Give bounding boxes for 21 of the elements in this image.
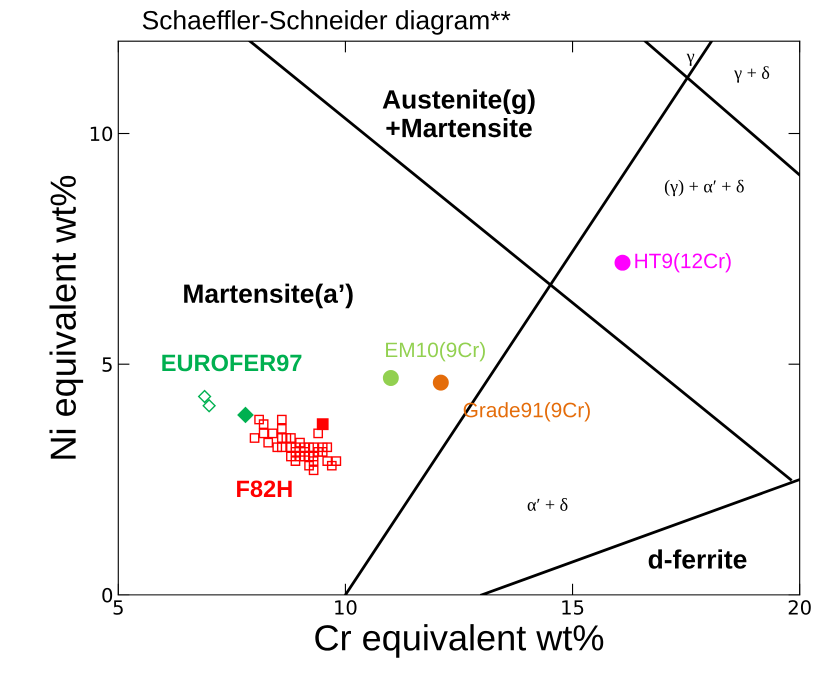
- series-label: HT9(12Cr): [635, 252, 731, 272]
- annotation: Austenite(g) +Martensite: [382, 89, 535, 138]
- y-tick-label: 10: [90, 126, 112, 142]
- annotation: γ + δ: [734, 66, 770, 83]
- chart-title: Schaeffler-Schneider diagram**: [142, 10, 510, 35]
- annotation: d-ferrite: [648, 549, 746, 569]
- x-axis-title: Cr equivalent wt%: [315, 624, 604, 658]
- x-tick-label: 15: [562, 600, 584, 615]
- x-tick-label: 20: [788, 600, 811, 615]
- annotation: γ: [686, 54, 694, 66]
- x-tick-label: 5: [114, 600, 123, 615]
- x-tick-label: 10: [335, 600, 356, 615]
- text: F82H: [237, 480, 292, 498]
- series-label: EM10(9Cr): [386, 342, 485, 362]
- annotation: α′ + δ: [528, 498, 568, 511]
- series-label: EUROFER97: [162, 354, 302, 372]
- y-tick-label: 0: [102, 588, 112, 603]
- annotation: Martensite(a’): [184, 284, 353, 308]
- annotation: (γ) + α′ + δ: [664, 180, 744, 196]
- y-tick-label: 5: [102, 357, 112, 372]
- y-axis-title: Ni equivalent wt%: [49, 176, 84, 459]
